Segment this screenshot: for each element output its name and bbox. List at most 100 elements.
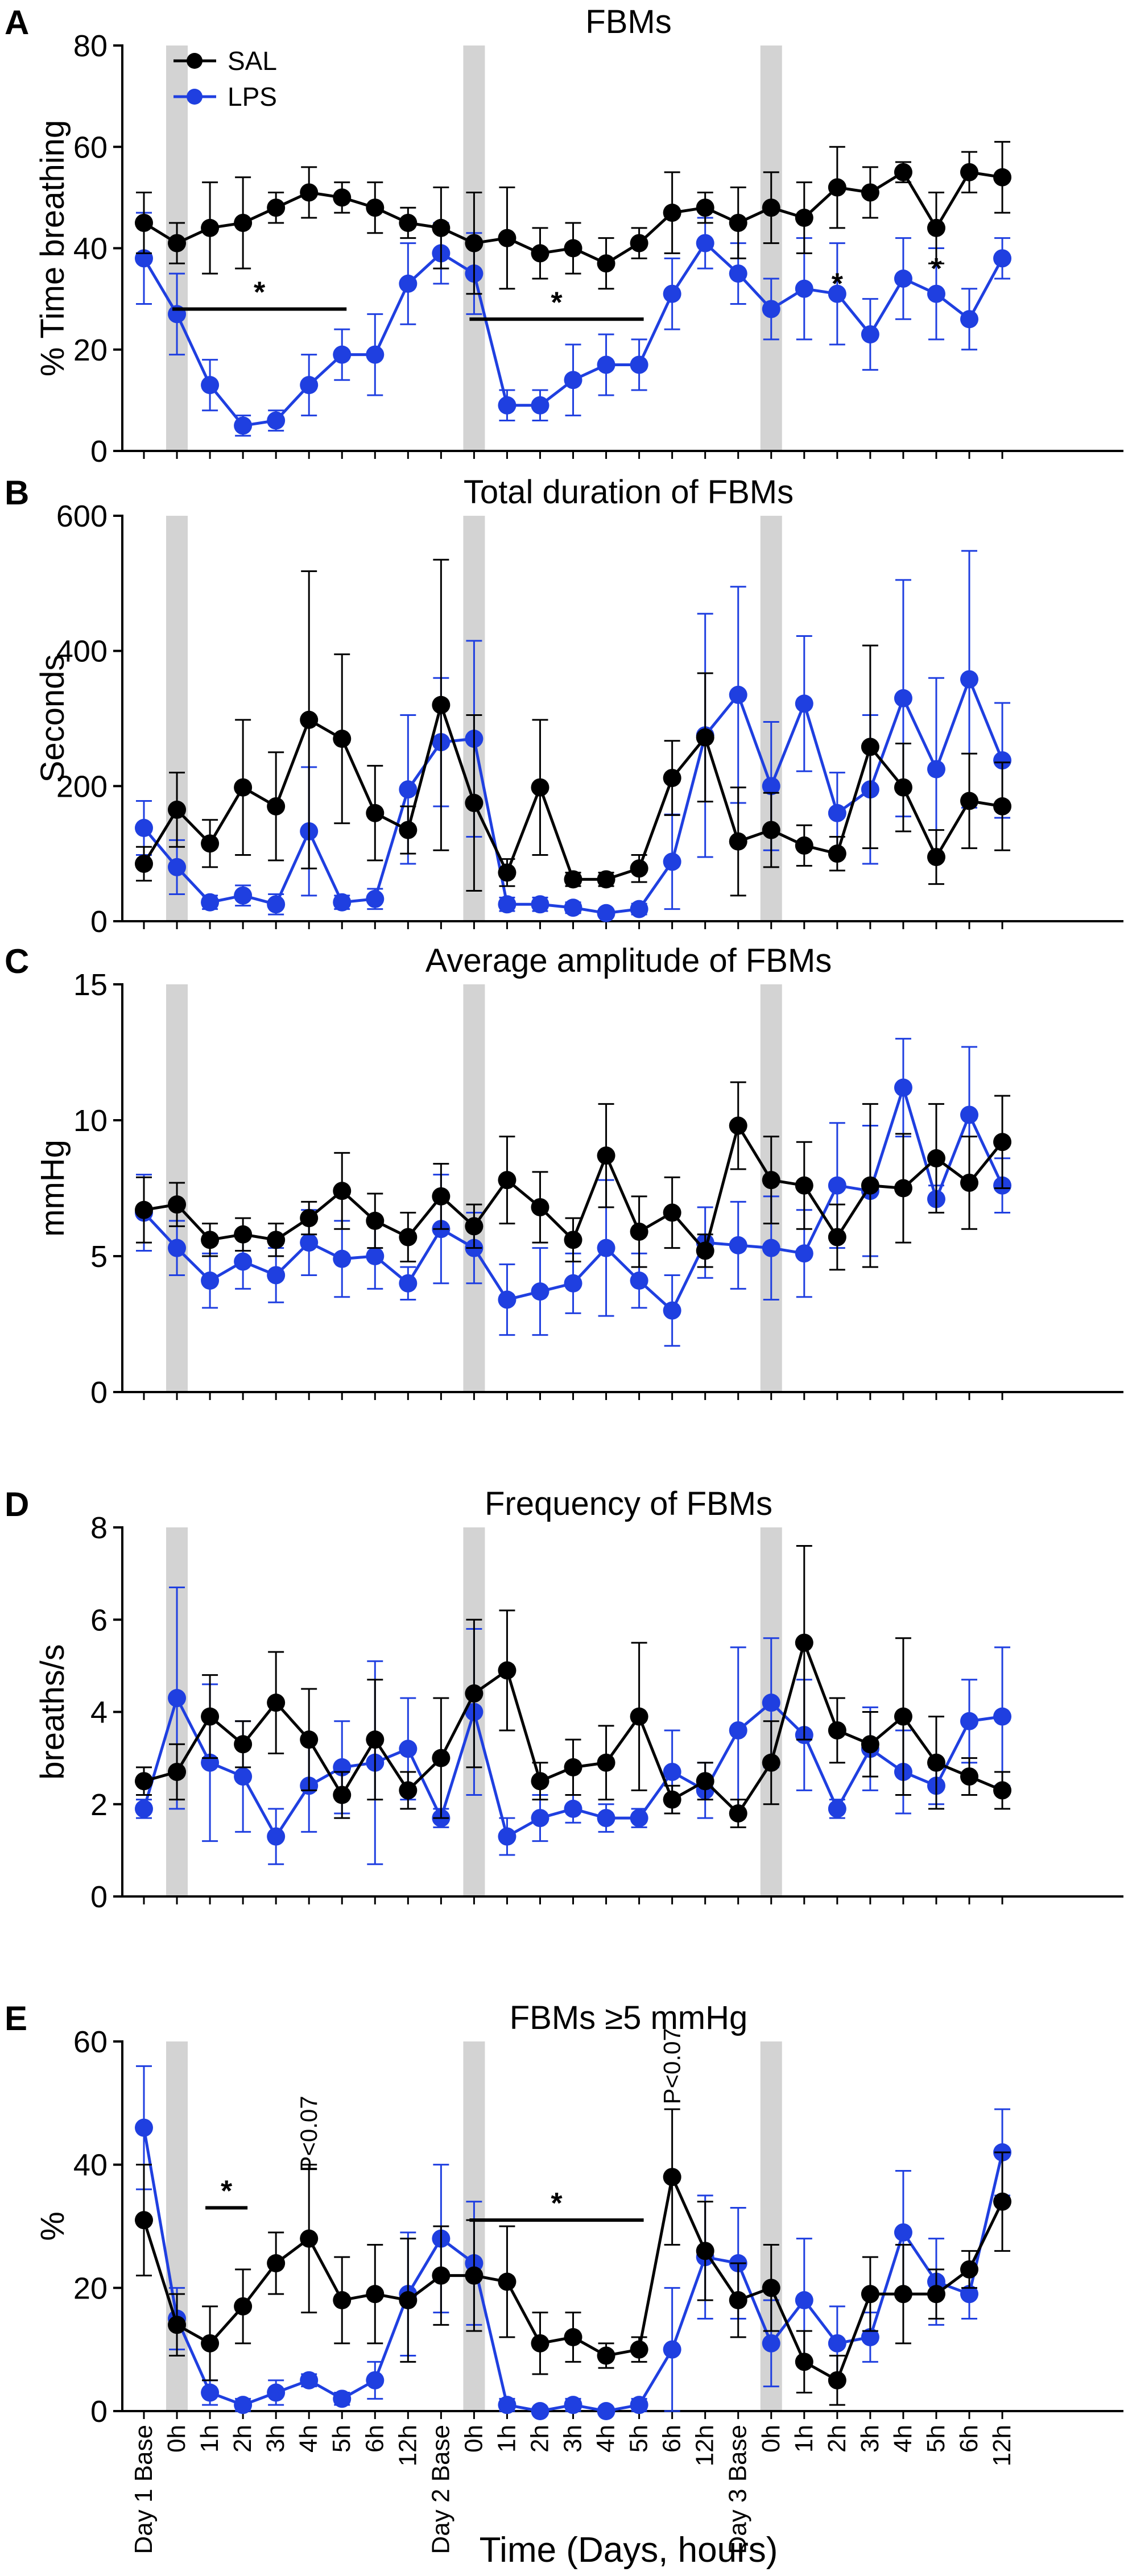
data-point <box>729 832 747 851</box>
data-point <box>168 858 187 876</box>
data-point <box>300 1209 319 1228</box>
data-point <box>894 778 912 797</box>
data-point <box>465 1217 484 1236</box>
data-point <box>663 1790 681 1809</box>
data-point <box>333 2389 352 2408</box>
data-point <box>399 1740 418 1758</box>
data-point <box>135 213 153 232</box>
series-lps <box>135 1038 1012 1347</box>
data-point <box>960 1767 978 1786</box>
data-point <box>663 1301 681 1320</box>
data-point <box>366 804 385 822</box>
data-point <box>960 2260 978 2279</box>
data-point <box>993 168 1012 187</box>
x-tick-label: 1h <box>196 2425 224 2453</box>
x-tick-label: Day 2 Base <box>427 2425 454 2554</box>
y-tick-label: 15 <box>73 968 108 1002</box>
series-sal <box>135 2108 1012 2406</box>
y-axis-title: Seconds <box>34 655 71 783</box>
data-point <box>564 371 582 390</box>
y-tick-label: 400 <box>56 635 108 669</box>
data-point <box>795 279 813 298</box>
data-point <box>333 893 352 912</box>
data-point <box>300 2371 319 2389</box>
data-point <box>894 2285 912 2304</box>
data-point <box>630 234 648 252</box>
data-point <box>333 2291 352 2309</box>
data-point <box>696 1772 714 1791</box>
x-tick-label: Day 3 Base <box>724 2425 752 2554</box>
data-point <box>828 284 846 303</box>
significance-star: * <box>551 286 563 319</box>
data-point <box>762 821 780 839</box>
data-point <box>762 1239 780 1257</box>
data-point <box>960 1173 978 1192</box>
data-point <box>267 411 286 430</box>
data-point <box>894 1707 912 1726</box>
data-point <box>927 1753 945 1772</box>
data-point <box>267 2383 286 2402</box>
data-point <box>399 1274 418 1293</box>
x-tick-label: 12h <box>394 2425 422 2466</box>
data-point <box>828 1228 846 1246</box>
data-point <box>762 1171 780 1190</box>
data-point <box>630 355 648 374</box>
data-point <box>597 254 615 273</box>
data-point <box>597 2346 615 2365</box>
data-point <box>366 1247 385 1265</box>
significance-star: * <box>254 276 266 309</box>
data-point <box>399 1781 418 1800</box>
series-lps <box>135 212 1012 437</box>
significance-star: * <box>832 268 844 301</box>
data-point <box>498 396 517 415</box>
data-point <box>366 1730 385 1749</box>
data-point <box>135 2211 153 2230</box>
data-point <box>333 1182 352 1200</box>
x-tick-label: 5h <box>328 2425 356 2453</box>
data-point <box>168 800 187 819</box>
data-point <box>135 819 153 838</box>
data-point <box>795 209 813 227</box>
x-tick-label: 5h <box>625 2425 653 2453</box>
data-point <box>729 213 747 232</box>
data-point <box>927 760 945 778</box>
data-point <box>168 1239 187 1257</box>
data-point <box>696 728 714 747</box>
data-point <box>267 198 286 217</box>
x-tick-label: 4h <box>889 2425 917 2453</box>
y-tick-label: 0 <box>90 2395 108 2429</box>
x-tick-label: 0h <box>757 2425 785 2453</box>
series-sal <box>135 140 1012 295</box>
data-point <box>993 751 1012 770</box>
data-point <box>498 1661 517 1680</box>
data-point <box>234 1767 253 1786</box>
data-point <box>300 1233 319 1252</box>
data-point <box>564 1799 582 1818</box>
data-point <box>729 1116 747 1135</box>
data-point <box>399 1228 418 1246</box>
data-point <box>927 848 945 867</box>
data-point <box>927 1149 945 1167</box>
data-point <box>729 1236 747 1254</box>
data-point <box>828 178 846 197</box>
panel-b: 0 200 400 600 B Total duration of FBMs Seconds <box>5 474 1123 939</box>
x-tick-label: 4h <box>592 2425 620 2453</box>
data-point <box>762 2334 780 2353</box>
x-tick-label: 0h <box>163 2425 191 2453</box>
data-point <box>993 2192 1012 2211</box>
data-point <box>300 183 319 202</box>
data-point <box>663 284 681 303</box>
data-point <box>663 852 681 871</box>
data-point <box>762 2279 780 2297</box>
x-tick-label: 0h <box>460 2425 487 2453</box>
data-point <box>894 689 912 707</box>
data-point <box>993 797 1012 815</box>
data-point <box>894 269 912 288</box>
data-point <box>366 889 385 908</box>
y-axis-title: breaths/s <box>34 1644 71 1780</box>
data-point <box>201 1272 220 1290</box>
x-tick-label: 3h <box>856 2425 884 2453</box>
data-point <box>696 1241 714 1260</box>
